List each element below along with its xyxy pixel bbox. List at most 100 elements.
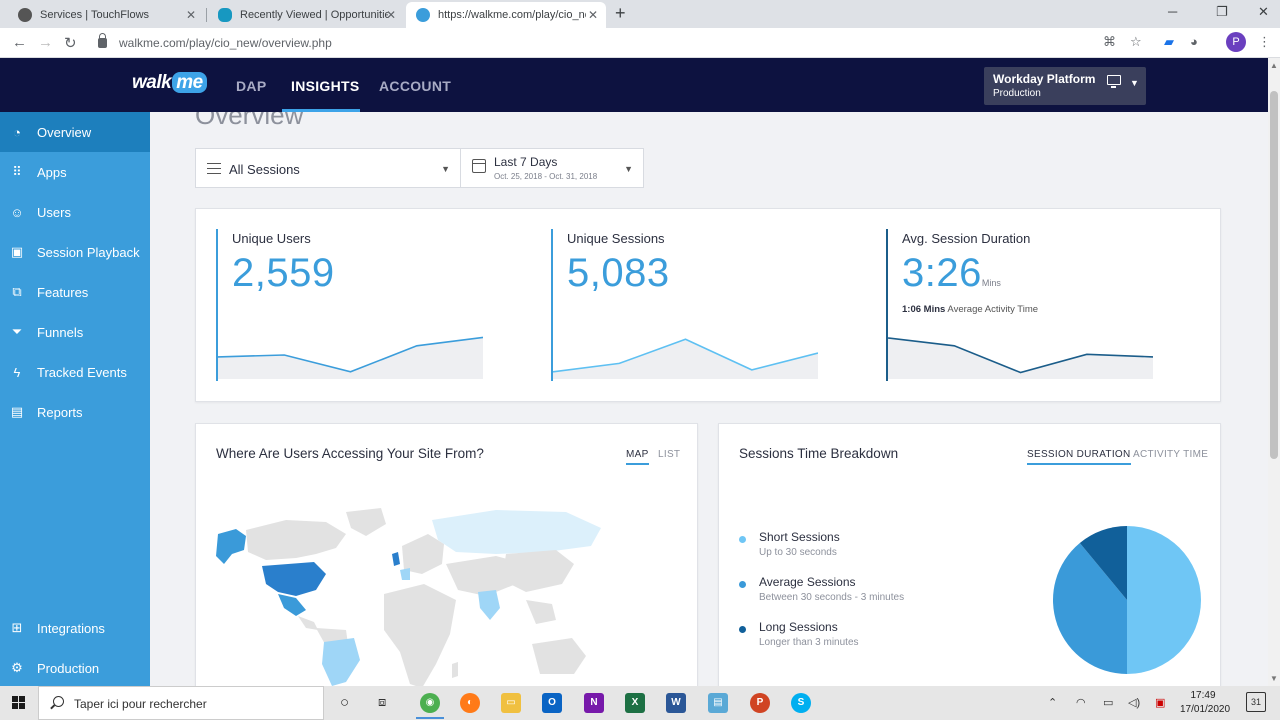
outlook-icon[interactable]: O bbox=[542, 693, 562, 713]
map-madagascar bbox=[452, 662, 458, 678]
stat-title: Avg. Session Duration bbox=[902, 231, 1031, 246]
extension-icon[interactable]: ▰ bbox=[1164, 34, 1174, 49]
scroll-up-icon[interactable]: ▲ bbox=[1270, 61, 1278, 70]
back-icon[interactable]: ← bbox=[12, 34, 27, 51]
logo-walk: walk bbox=[132, 72, 172, 93]
url-text: walkme.com/play/cio_new/overview.php bbox=[119, 36, 332, 50]
url-field[interactable]: walkme.com/play/cio_new/overview.php bbox=[90, 31, 1150, 55]
windows-start-icon[interactable] bbox=[12, 696, 26, 710]
window-close-icon[interactable]: ✕ bbox=[1258, 4, 1269, 19]
nav-insights[interactable]: INSIGHTS bbox=[291, 78, 360, 94]
sidebar-item-apps[interactable]: ⠿ Apps bbox=[0, 152, 150, 192]
chrome-icon[interactable]: ◉ bbox=[420, 693, 440, 713]
sidebar-item-features[interactable]: ⧉ Features bbox=[0, 272, 150, 312]
sidebar-item-session-playback[interactable]: ▣ Session Playback bbox=[0, 232, 150, 272]
volume-icon[interactable]: ◁) bbox=[1128, 697, 1141, 709]
map-mexico bbox=[278, 594, 306, 616]
sidebar-item-funnels[interactable]: ⏷ Funnels bbox=[0, 312, 150, 352]
chevron-up-icon[interactable]: ⌃ bbox=[1048, 697, 1058, 709]
map-europe bbox=[402, 534, 444, 574]
platform-name: Workday Platform bbox=[993, 72, 1096, 86]
wifi-icon[interactable]: ◠ bbox=[1076, 697, 1086, 709]
new-tab-icon[interactable]: + bbox=[615, 3, 626, 23]
browser-tab-walkme[interactable]: https://walkme.com/play/cio_nev ✕ bbox=[406, 2, 606, 28]
pie-slice-short bbox=[1127, 526, 1201, 674]
date-range-dropdown[interactable]: Last 7 Days Oct. 25, 2018 - Oct. 31, 201… bbox=[460, 148, 644, 188]
sessions-card-title: Sessions Time Breakdown bbox=[739, 446, 899, 461]
excel-icon[interactable]: X bbox=[625, 693, 645, 713]
nav-dap[interactable]: DAP bbox=[236, 78, 267, 94]
tab-map[interactable]: MAP bbox=[626, 449, 649, 465]
sessions-pie-chart[interactable] bbox=[1047, 520, 1207, 680]
nav-account[interactable]: ACCOUNT bbox=[379, 78, 452, 94]
firefox-icon[interactable]: ◐ bbox=[460, 693, 480, 713]
sidebar-item-label: Apps bbox=[37, 164, 67, 180]
chevron-down-icon: ▼ bbox=[624, 164, 633, 174]
tab-session-duration[interactable]: SESSION DURATION bbox=[1027, 449, 1131, 465]
skype-icon[interactable]: S bbox=[791, 693, 811, 713]
reload-icon[interactable]: ↻ bbox=[64, 35, 77, 52]
sparkline-line bbox=[553, 338, 818, 373]
maximize-icon[interactable]: ❐ bbox=[1216, 4, 1228, 19]
task-view-icon[interactable]: ⧈ bbox=[378, 694, 387, 709]
browser-tab-touchflows[interactable]: Services | TouchFlows ✕ bbox=[8, 2, 204, 28]
sessions-filter-dropdown[interactable]: All Sessions ▼ bbox=[195, 148, 461, 188]
stat-value: 3:26Mins bbox=[902, 251, 1001, 296]
main-content: Overview All Sessions ▼ Last 7 Days Oct.… bbox=[150, 112, 1268, 686]
page-scrollbar[interactable]: ▲ ▼ bbox=[1268, 58, 1280, 686]
forward-icon[interactable]: → bbox=[38, 34, 53, 51]
date-range-dates: Oct. 25, 2018 - Oct. 31, 2018 bbox=[494, 172, 598, 181]
map-russia bbox=[432, 510, 601, 554]
walkme-logo[interactable]: walk me bbox=[132, 72, 207, 94]
tab-list[interactable]: LIST bbox=[658, 449, 681, 460]
sidebar-item-overview[interactable]: ◔ Overview bbox=[0, 112, 150, 152]
tab-activity-time[interactable]: ACTIVITY TIME bbox=[1133, 449, 1209, 460]
tab-title: Services | TouchFlows bbox=[40, 9, 150, 21]
translate-icon[interactable]: ⌘ bbox=[1103, 34, 1116, 49]
sidebar-item-tracked-events[interactable]: ϟ Tracked Events bbox=[0, 352, 150, 392]
map-usa bbox=[262, 562, 326, 596]
sparkline-area bbox=[553, 339, 818, 379]
menu-icon[interactable]: ⋮ bbox=[1258, 34, 1271, 49]
page-title: Overview bbox=[195, 112, 304, 130]
sidebar-item-reports[interactable]: ▤ Reports bbox=[0, 392, 150, 432]
close-icon[interactable]: ✕ bbox=[587, 8, 598, 22]
avg-duration-sparkline bbox=[888, 337, 1153, 379]
taskbar-search[interactable]: Taper ici pour rechercher bbox=[38, 686, 324, 720]
powerpoint-icon[interactable]: P bbox=[750, 693, 770, 713]
world-map[interactable] bbox=[196, 424, 699, 686]
sparkline-area bbox=[888, 338, 1153, 379]
remote-desktop-icon[interactable]: ▤ bbox=[708, 693, 728, 713]
taskbar-clock[interactable]: 17:49 17/01/2020 bbox=[1180, 689, 1230, 717]
browser-tab-opportunities[interactable]: Recently Viewed | Opportunities | ✕ bbox=[208, 2, 404, 28]
chevron-down-icon: ▼ bbox=[441, 164, 450, 174]
gear-icon: ⚙ bbox=[11, 660, 23, 675]
clock-time: 17:49 bbox=[1190, 690, 1216, 701]
legend-name: Long Sessions bbox=[759, 620, 838, 634]
sidebar-item-label: Tracked Events bbox=[37, 364, 127, 380]
tab-title: Recently Viewed | Opportunities | bbox=[240, 9, 388, 21]
scroll-thumb[interactable] bbox=[1270, 91, 1278, 459]
extension-icon[interactable]: ◕ bbox=[1190, 34, 1198, 49]
map-uk bbox=[392, 552, 400, 566]
scroll-down-icon[interactable]: ▼ bbox=[1270, 674, 1278, 683]
sidebar-item-production[interactable]: ⚙ Production bbox=[0, 648, 150, 688]
legend-desc: Longer than 3 minutes bbox=[759, 637, 859, 648]
notifications-icon[interactable]: 31 bbox=[1246, 692, 1266, 712]
star-icon[interactable]: ☆ bbox=[1130, 34, 1142, 49]
antivirus-icon[interactable]: ▣ bbox=[1155, 697, 1166, 709]
close-icon[interactable]: ✕ bbox=[185, 8, 196, 22]
legend-desc: Between 30 seconds - 3 minutes bbox=[759, 592, 905, 603]
map-africa bbox=[384, 584, 456, 686]
battery-icon[interactable]: ▭ bbox=[1103, 697, 1114, 709]
platform-selector[interactable]: Workday Platform Production ▼ bbox=[984, 67, 1146, 105]
file-explorer-icon[interactable]: ▭ bbox=[501, 693, 521, 713]
sidebar-item-users[interactable]: ☺ Users bbox=[0, 192, 150, 232]
minimize-icon[interactable]: ─ bbox=[1168, 4, 1178, 19]
word-icon[interactable]: W bbox=[666, 693, 686, 713]
cortana-icon[interactable]: ○ bbox=[340, 694, 350, 711]
onenote-icon[interactable]: N bbox=[584, 693, 604, 713]
profile-avatar[interactable]: P bbox=[1226, 32, 1246, 52]
close-icon[interactable]: ✕ bbox=[385, 8, 396, 22]
sidebar-item-integrations[interactable]: ⊞ Integrations bbox=[0, 608, 150, 648]
